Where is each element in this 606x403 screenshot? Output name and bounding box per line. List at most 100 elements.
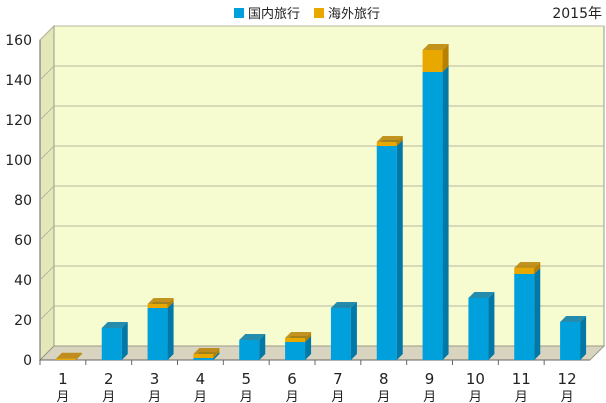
legend: 国内旅行 海外旅行 [234,3,380,22]
bar-front [560,322,581,360]
bar-top [514,262,541,268]
bar-front [193,358,214,360]
x-tick-label: 4 [196,370,206,388]
bar-front [285,342,306,360]
bar-top [101,322,128,328]
bar-domestic [147,302,174,360]
y-tick-label: 160 [5,33,32,49]
bar-front [468,298,489,360]
grid-line [39,65,604,81]
bar-overseas [376,136,403,146]
y-tick-label: 40 [14,273,32,289]
bar-side [442,44,449,72]
bar-top [193,348,220,354]
bar-overseas [285,332,312,342]
bar-side [213,352,220,360]
bar-front [376,142,397,146]
y-tick-label: 140 [5,73,32,89]
x-tick-label: 1 [58,370,68,388]
y-tick-label: 100 [5,153,32,169]
bar-domestic [560,316,587,360]
bar-side [213,348,220,358]
grid-line [39,185,604,201]
bar-front [376,146,397,360]
y-tick-label: 20 [14,313,32,329]
bar-domestic [101,322,128,360]
legend-swatch-overseas [314,7,325,18]
bar-side [121,322,128,360]
bar-overseas [55,352,82,360]
bar-side [488,292,495,360]
bar-top [147,298,174,304]
bar-top [468,292,495,298]
bar-top [239,334,266,340]
x-tick-label-unit: 月 [286,390,299,403]
grid-lines [39,25,604,321]
bar-overseas [422,44,449,72]
x-tick-label: 12 [558,370,577,388]
x-tick-label-unit: 月 [331,390,344,403]
bar-side [396,136,403,146]
bar-front [147,308,168,360]
x-tick-label: 10 [466,370,485,388]
bar-front [422,72,443,360]
bars [55,44,587,360]
legend-label-overseas: 海外旅行 [328,7,381,22]
year-label: 2015年 [552,6,602,22]
bar-front [147,304,168,308]
bar-side [305,332,312,342]
y-axis-tick-labels: 0 20 40 60 80 100 120 140 160 [5,33,32,369]
bar-top [422,44,449,50]
bar-side [350,302,357,360]
legend-swatch-domestic [234,7,244,18]
x-tick-label: 5 [241,370,251,388]
x-tick-label: 8 [379,370,389,388]
x-tick-label-unit: 月 [561,390,574,403]
grid-line [39,305,604,321]
bar-front [55,358,76,360]
bar-side [167,298,174,308]
x-tick-label-unit: 月 [423,390,436,403]
bar-front [514,274,535,360]
bar-side [534,268,541,360]
bar-front [422,50,443,72]
bar-top [55,352,82,359]
bar-front [193,354,214,358]
legend-item-domestic: 国内旅行 [234,3,300,22]
bar-front [330,308,351,360]
y-tick-label: 120 [5,113,32,129]
x-tick-label: 11 [512,370,531,388]
x-tick-label-unit: 月 [102,390,115,403]
grid-line [39,265,604,281]
bar-side [75,352,82,360]
bar-front [101,328,122,360]
bar-side [534,262,541,274]
x-tick-label-unit: 月 [377,390,390,403]
bar-domestic [514,268,541,360]
bar-side [580,316,587,360]
bar-domestic [330,302,357,360]
x-tick-label: 3 [150,370,160,388]
x-axis-tick-labels: 1 月 2 月 3 月 4 月 5 月 6 月 7 月 8 月 9 月 10 月 11 月 12 月 [39,360,577,403]
legend-label-domestic: 国内旅行 [248,7,301,22]
x-tick-label: 9 [425,370,435,388]
bar-side [305,336,312,360]
bar-top [330,302,357,308]
bar-side [442,66,449,360]
bar-top [285,332,312,338]
x-tick-label: 6 [287,370,297,388]
bar-domestic [468,292,495,360]
bar-overseas [147,298,174,308]
x-tick-label-unit: 月 [148,390,161,403]
x-tick-label-unit: 月 [515,390,528,403]
bar-domestic [239,334,266,360]
grid-line [39,105,604,121]
bar-front [239,340,260,360]
x-tick-label-unit: 月 [194,390,207,403]
bar-side [396,140,403,360]
bar-top [376,136,403,142]
x-tick-label-unit: 月 [56,390,69,403]
grid-line [39,225,604,241]
y-tick-label: 0 [23,353,32,369]
